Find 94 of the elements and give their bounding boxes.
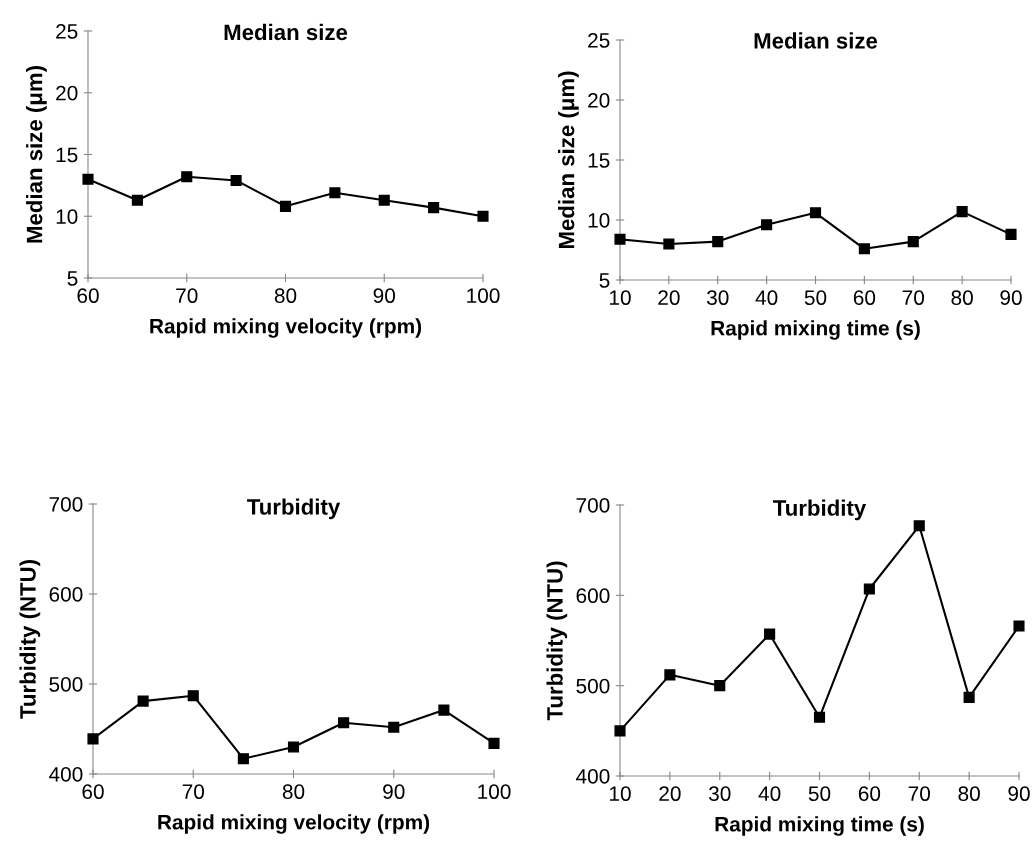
x-tick-label: 60	[77, 288, 99, 304]
y-tick-label: 500	[576, 678, 610, 694]
y-tick-label: 15	[56, 147, 78, 163]
x-tick-label: 30	[708, 786, 731, 802]
point	[428, 202, 440, 214]
y-tick-label: 10	[588, 213, 610, 228]
x-tick-label: 20	[659, 786, 681, 802]
chart-title: Median size	[754, 32, 878, 49]
x-tick-label: 90	[373, 288, 396, 304]
point	[764, 628, 776, 640]
y-tick-label: 20	[588, 93, 610, 108]
y-tick-label: 600	[576, 588, 610, 604]
point	[907, 236, 919, 248]
x-tick-label: 60	[853, 290, 876, 306]
point	[338, 717, 350, 729]
x-tick-label: 80	[282, 784, 305, 800]
x-tick-label: 60	[82, 784, 104, 800]
point	[131, 194, 143, 206]
point	[1005, 228, 1017, 240]
x-tick-label: 20	[658, 290, 680, 306]
x-tick-label: 70	[902, 290, 925, 306]
y-tick-label: 500	[49, 677, 83, 692]
point	[237, 753, 249, 765]
y-tick-label: 25	[56, 24, 78, 39]
point	[87, 733, 99, 745]
x-tick-label: 50	[804, 290, 827, 306]
x-axis-title: Rapid mixing velocity (rpm)	[150, 318, 422, 338]
y-tick-label: 700	[576, 498, 610, 513]
y-tick-label: 700	[49, 497, 83, 512]
x-axis-title: Rapid mixing time (s)	[711, 320, 920, 340]
y-tick-label: 15	[588, 153, 610, 168]
y-tick-label: 10	[56, 209, 78, 224]
y-tick-label: 5	[599, 273, 610, 288]
y-axis-title: Median size (μm)	[26, 66, 47, 243]
y-tick-label: 25	[588, 33, 610, 48]
point	[858, 243, 870, 255]
point	[230, 174, 242, 186]
x-tick-label: 40	[755, 290, 778, 306]
point	[378, 194, 390, 206]
y-tick-label: 600	[49, 587, 83, 602]
point	[712, 236, 724, 248]
x-tick-label: 90	[1000, 290, 1022, 306]
point	[863, 583, 875, 595]
point	[813, 711, 826, 723]
point	[663, 238, 675, 250]
x-tick-label: 80	[958, 786, 980, 802]
point	[614, 725, 626, 737]
point	[963, 691, 975, 703]
point	[82, 173, 94, 185]
x-tick-label: 10	[610, 290, 631, 306]
point	[714, 680, 726, 692]
point	[388, 721, 400, 733]
x-tick-label: 80	[274, 288, 297, 304]
x-tick-label: 90	[1008, 786, 1030, 802]
x-axis-title: Rapid mixing velocity (rpm)	[158, 814, 430, 834]
chart-title: Median size	[224, 23, 348, 41]
point	[664, 669, 676, 681]
y-axis-title: Turbidity (NTU)	[546, 561, 568, 721]
x-tick-label: 50	[808, 786, 831, 802]
point	[1013, 620, 1025, 632]
x-tick-label: 70	[908, 786, 931, 802]
point	[614, 233, 626, 245]
x-tick-label: 90	[383, 784, 405, 800]
point	[187, 690, 199, 702]
point	[761, 219, 773, 231]
point	[438, 704, 450, 716]
y-tick-label: 5	[67, 271, 78, 286]
x-tick-label: 30	[706, 290, 729, 306]
point	[488, 737, 500, 749]
x-axis-title: Rapid mixing time (s)	[715, 816, 924, 836]
point	[329, 187, 341, 199]
x-tick-label: 10	[610, 786, 631, 802]
y-tick-label: 20	[56, 85, 78, 101]
y-tick-label: 400	[49, 767, 83, 782]
x-tick-label: 70	[176, 288, 198, 304]
point	[809, 207, 822, 219]
x-tick-label: 60	[858, 786, 881, 802]
x-tick-label: 70	[182, 784, 205, 800]
point	[477, 210, 489, 222]
chart-title: Turbidity	[247, 498, 341, 520]
y-tick-label: 400	[576, 769, 610, 784]
y-axis-title: Median size (μm)	[558, 71, 579, 249]
point	[181, 171, 193, 183]
x-tick-label: 40	[758, 786, 781, 802]
point	[956, 206, 968, 218]
point	[279, 200, 292, 212]
x-tick-label: 100	[467, 288, 500, 304]
y-axis-title: Turbidity (NTU)	[19, 560, 41, 719]
point	[287, 741, 300, 753]
point	[913, 520, 925, 532]
chart-title: Turbidity	[773, 499, 867, 521]
x-tick-label: 100	[478, 784, 511, 800]
x-tick-label: 80	[951, 290, 973, 306]
point	[137, 695, 149, 707]
